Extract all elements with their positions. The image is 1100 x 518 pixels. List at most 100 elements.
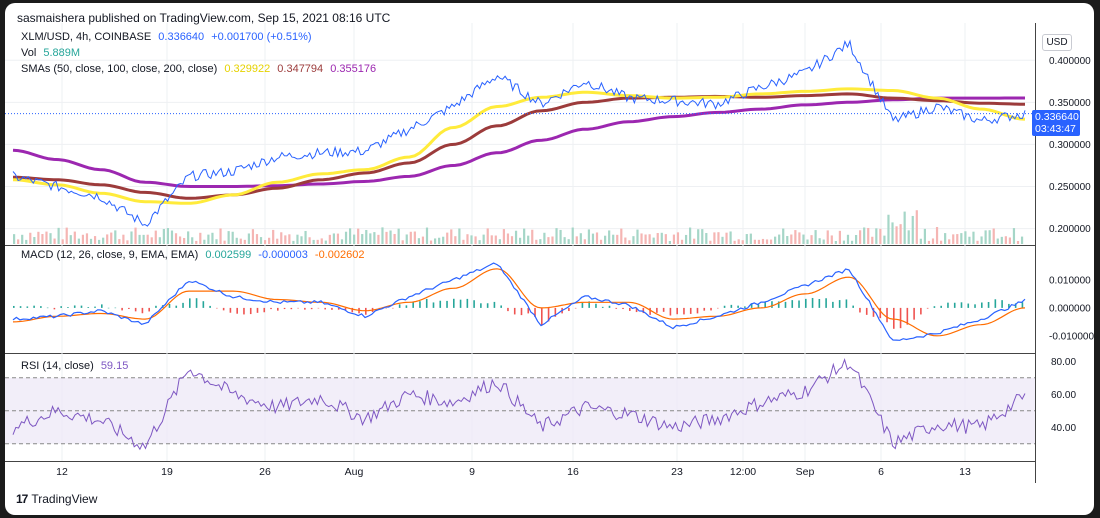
- price-tag-countdown: 03:43:47: [1035, 123, 1076, 135]
- volume-bar: [863, 227, 866, 244]
- macd-histogram-bar: [202, 301, 205, 308]
- price-tick-label: 0.400000: [1049, 56, 1091, 67]
- volume-bar: [964, 231, 967, 244]
- x-tick-label: 9: [469, 466, 475, 478]
- volume-bar: [640, 233, 643, 244]
- volume-bar: [628, 240, 631, 244]
- macd-histogram-bar: [994, 299, 997, 308]
- volume-bar: [798, 232, 801, 244]
- volume-bar: [769, 239, 773, 244]
- macd-histogram-bar: [608, 305, 611, 308]
- volume-bar: [41, 234, 44, 244]
- volume-bar: [830, 235, 833, 244]
- volume-bar: [191, 237, 194, 244]
- volume-bar: [1008, 237, 1012, 244]
- volume-bar: [353, 234, 356, 244]
- brand[interactable]: 17 TradingView: [16, 492, 97, 506]
- volume-bar: [782, 228, 785, 244]
- macd-histogram-bar: [13, 305, 15, 308]
- macd-histogram-bar: [818, 299, 821, 308]
- volume-bar: [490, 235, 493, 244]
- volume-bar: [701, 229, 704, 244]
- volume-bar: [559, 229, 562, 244]
- volume-bar: [531, 229, 534, 244]
- price-line: [12, 39, 1026, 227]
- volume-bar: [636, 229, 639, 244]
- macd-histogram-bar: [771, 301, 773, 308]
- macd-histogram-bar: [777, 301, 780, 308]
- macd-histogram-bar: [114, 307, 117, 309]
- volume-bar: [158, 237, 161, 244]
- symbol-label: XLM/USD, 4h, COINBASE: [21, 31, 152, 43]
- volume-bar: [259, 237, 263, 244]
- volume-bar: [324, 240, 327, 244]
- volume-bar: [174, 233, 178, 244]
- macd-histogram-bar: [121, 307, 123, 311]
- volume-bar: [61, 239, 64, 244]
- volume-bar: [474, 236, 477, 244]
- volume-bar: [980, 236, 983, 244]
- volume-bar: [992, 228, 995, 244]
- volume-bar: [903, 211, 906, 244]
- volume-bar: [587, 229, 591, 244]
- macd-histogram-bar: [947, 302, 949, 308]
- macd-histogram-bar: [432, 302, 435, 308]
- volume-bar: [510, 236, 514, 244]
- currency-button[interactable]: USD: [1042, 34, 1072, 51]
- volume-bar: [632, 236, 635, 244]
- volume-bar: [45, 231, 48, 244]
- volume-bar: [599, 239, 603, 244]
- volume-bar: [859, 230, 862, 244]
- volume-bar: [373, 232, 376, 244]
- macd-label: MACD (12, 26, close, 9, EMA, EMA): [21, 249, 199, 261]
- x-tick-label: 6: [878, 466, 884, 478]
- macd-histogram-bar: [486, 303, 489, 308]
- volume-bar: [446, 232, 449, 244]
- volume-bar: [466, 234, 469, 244]
- hist-value: -0.002602: [314, 249, 365, 261]
- volume-bar: [672, 234, 676, 244]
- volume-bar: [899, 224, 902, 244]
- volume-bar: [575, 236, 578, 244]
- macd-histogram-bar: [717, 307, 719, 309]
- sma50-line: [12, 87, 1026, 205]
- volume-bar: [425, 227, 429, 244]
- volume-bar: [336, 233, 340, 244]
- volume-bar: [944, 233, 947, 244]
- volume-bar: [620, 228, 623, 244]
- macd-histogram-bar: [1001, 300, 1003, 308]
- volume-bar: [907, 230, 910, 244]
- price-tick-label: 0.350000: [1049, 98, 1091, 109]
- macd-histogram-bar: [473, 300, 475, 308]
- volume-bar: [895, 226, 898, 244]
- volume-bar: [65, 227, 68, 244]
- volume-bar: [369, 233, 372, 244]
- sma50-value: 0.329922: [224, 63, 271, 75]
- volume-bar: [502, 229, 506, 244]
- rsi-line: [12, 357, 1026, 451]
- volume-bar: [421, 236, 425, 244]
- macd-histogram-bar: [757, 304, 760, 308]
- macd-histogram-bar: [615, 307, 618, 309]
- macd-tick-label: 0.000000: [1049, 303, 1091, 314]
- volume-bar: [664, 234, 667, 244]
- macd-histogram-bar: [175, 305, 178, 308]
- macd-histogram-bar: [838, 300, 841, 308]
- x-tick-label: 23: [671, 466, 683, 478]
- volume-bar: [162, 228, 165, 244]
- volume-bar: [579, 233, 582, 244]
- macd-histogram-bar: [40, 306, 42, 308]
- macd-histogram-bar: [845, 299, 848, 308]
- volume-bar: [389, 230, 392, 244]
- volume-bar: [818, 238, 821, 244]
- price-tick-label: 0.250000: [1049, 182, 1091, 193]
- volume-bar: [911, 215, 914, 244]
- macd-histogram-bar: [419, 301, 421, 308]
- volume-bar: [328, 234, 331, 244]
- macd-histogram-bar: [534, 307, 536, 317]
- macd-histogram-bar: [507, 307, 509, 312]
- symbol-legend: XLM/USD, 4h, COINBASE 0.336640 +0.001700…: [21, 31, 316, 43]
- macd-histogram-bar: [53, 307, 56, 310]
- macd-histogram-bar: [581, 302, 584, 308]
- chart-canvas[interactable]: 12 19 26 Aug 9 16 23 12:00 Sep 6 13 0.400000 0.35000…: [5, 3, 1094, 515]
